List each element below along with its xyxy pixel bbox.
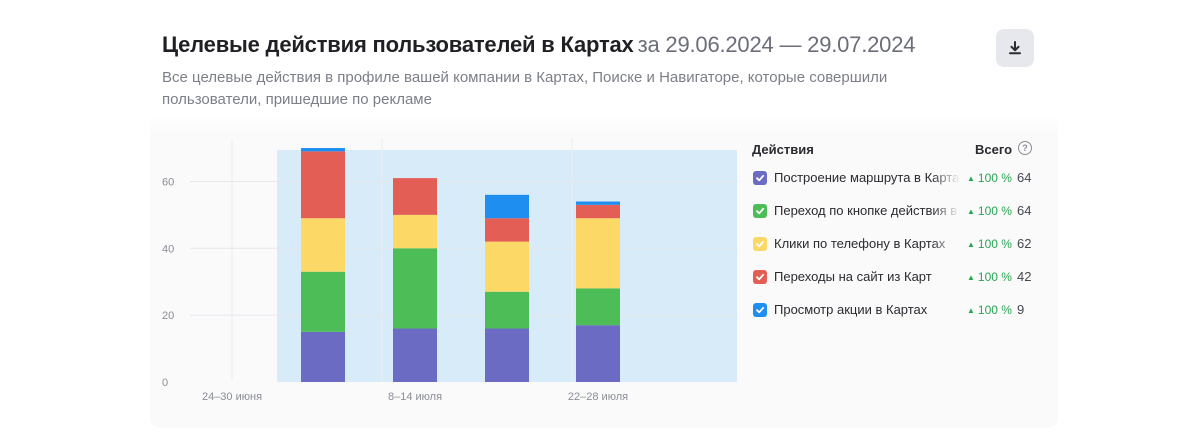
triangle-up-icon: ▲ bbox=[967, 306, 975, 315]
checkmark-icon bbox=[756, 207, 765, 215]
target-actions-card: Целевые действия пользователей в Картах з… bbox=[150, 20, 1058, 428]
bar-segment bbox=[576, 204, 620, 219]
legend-row[interactable]: Просмотр акции в Картах ▲ 100 % 9 bbox=[750, 294, 1040, 327]
checkmark-icon bbox=[756, 240, 765, 248]
bar-segment bbox=[301, 148, 345, 152]
help-icon[interactable]: ? bbox=[1018, 141, 1032, 155]
bar-segment bbox=[485, 218, 529, 242]
legend-item-label: Переход по кнопке действия в Картах bbox=[774, 203, 960, 218]
legend-col-actions: Действия bbox=[752, 142, 814, 157]
bar-segment bbox=[576, 288, 620, 326]
bar-segment bbox=[485, 328, 529, 382]
bar-segment bbox=[301, 218, 345, 272]
legend-item-delta: ▲ 100 % bbox=[967, 171, 1012, 185]
legend-row[interactable]: Клики по телефону в Картах ▲ 100 % 62 bbox=[750, 228, 1040, 261]
triangle-up-icon: ▲ bbox=[967, 174, 975, 183]
legend-checkbox[interactable] bbox=[753, 270, 767, 284]
bar-segment bbox=[301, 271, 345, 332]
y-tick-label: 40 bbox=[162, 243, 174, 255]
triangle-up-icon: ▲ bbox=[967, 207, 975, 216]
title-period: за 29.06.2024 — 29.07.2024 bbox=[637, 32, 916, 57]
bar-segment bbox=[393, 214, 437, 249]
page-subtitle: Все целевые действия в профиле вашей ком… bbox=[162, 69, 888, 108]
bar-segment bbox=[485, 291, 529, 329]
bar-segment bbox=[576, 201, 620, 205]
y-tick-label: 0 bbox=[162, 377, 168, 389]
legend-item-label: Построение маршрута в Картах bbox=[774, 170, 960, 185]
bar-segment bbox=[393, 248, 437, 329]
legend-item-total: 64 bbox=[1017, 203, 1032, 218]
legend-row[interactable]: Переходы на сайт из Карт ▲ 100 % 42 bbox=[750, 261, 1040, 294]
chart-legend: Действия Всего ? Построение маршрута в К… bbox=[750, 138, 1040, 327]
legend-item-delta: ▲ 100 % bbox=[967, 270, 1012, 284]
legend-item-delta-value: 100 % bbox=[977, 270, 1012, 284]
bar-segment bbox=[301, 151, 345, 219]
legend-item-delta: ▲ 100 % bbox=[967, 303, 1012, 317]
x-tick-label: 22–28 июля bbox=[568, 391, 628, 403]
legend-item-delta: ▲ 100 % bbox=[967, 204, 1012, 218]
legend-item-total: 62 bbox=[1017, 236, 1032, 251]
legend-row[interactable]: Построение маршрута в Картах ▲ 100 % 64 bbox=[750, 162, 1040, 195]
download-button[interactable] bbox=[996, 29, 1034, 67]
bar-segment bbox=[393, 178, 437, 215]
triangle-up-icon: ▲ bbox=[967, 273, 975, 282]
legend-header: Действия Всего ? bbox=[750, 138, 1040, 162]
checkmark-icon bbox=[756, 306, 765, 314]
y-tick-label: 60 bbox=[162, 176, 174, 188]
legend-checkbox[interactable] bbox=[753, 237, 767, 251]
legend-item-delta-value: 100 % bbox=[977, 303, 1012, 317]
legend-item-total: 64 bbox=[1017, 170, 1032, 185]
legend-item-label: Клики по телефону в Картах bbox=[774, 236, 946, 251]
legend-checkbox[interactable] bbox=[753, 171, 767, 185]
legend-item-delta: ▲ 100 % bbox=[967, 237, 1012, 251]
y-tick-label: 20 bbox=[162, 310, 174, 322]
bar-segment bbox=[485, 194, 529, 219]
legend-checkbox[interactable] bbox=[753, 303, 767, 317]
legend-item-label: Просмотр акции в Картах bbox=[774, 302, 928, 317]
legend-row[interactable]: Переход по кнопке действия в Картах ▲100 … bbox=[750, 195, 1040, 228]
x-tick-label: 8–14 июля bbox=[388, 391, 442, 403]
title-text: Целевые действия пользователей в Картах bbox=[162, 32, 634, 57]
bar-segment bbox=[485, 241, 529, 292]
legend-item-label: Переходы на сайт из Карт bbox=[774, 269, 932, 284]
legend-item-delta-value: 100 % bbox=[977, 237, 1012, 251]
triangle-up-icon: ▲ bbox=[967, 240, 975, 249]
legend-item-delta-value: 100 % bbox=[977, 171, 1012, 185]
bar-segment bbox=[301, 331, 345, 382]
legend-rows: Построение маршрута в Картах ▲ 100 % 64 Пере… bbox=[750, 162, 1040, 327]
legend-col-total: Всего bbox=[975, 142, 1013, 157]
bar-segment bbox=[393, 328, 437, 382]
stacked-bar-chart: 0 20 40 60 24–30 июня 8–14 июля 22–28 июля bbox=[162, 138, 738, 403]
bar-segment bbox=[576, 325, 620, 382]
page-title: Целевые действия пользователей в Картах з… bbox=[162, 32, 915, 58]
checkmark-icon bbox=[756, 273, 765, 281]
bar-segment bbox=[576, 218, 620, 289]
legend-checkbox[interactable] bbox=[753, 204, 767, 218]
legend-item-total: 42 bbox=[1017, 269, 1032, 284]
checkmark-icon bbox=[756, 174, 765, 182]
legend-item-total: 9 bbox=[1017, 302, 1025, 317]
x-tick-label: 24–30 июня bbox=[202, 391, 262, 403]
legend-item-delta-value: 100 % bbox=[977, 204, 1012, 218]
download-icon bbox=[1009, 41, 1021, 55]
